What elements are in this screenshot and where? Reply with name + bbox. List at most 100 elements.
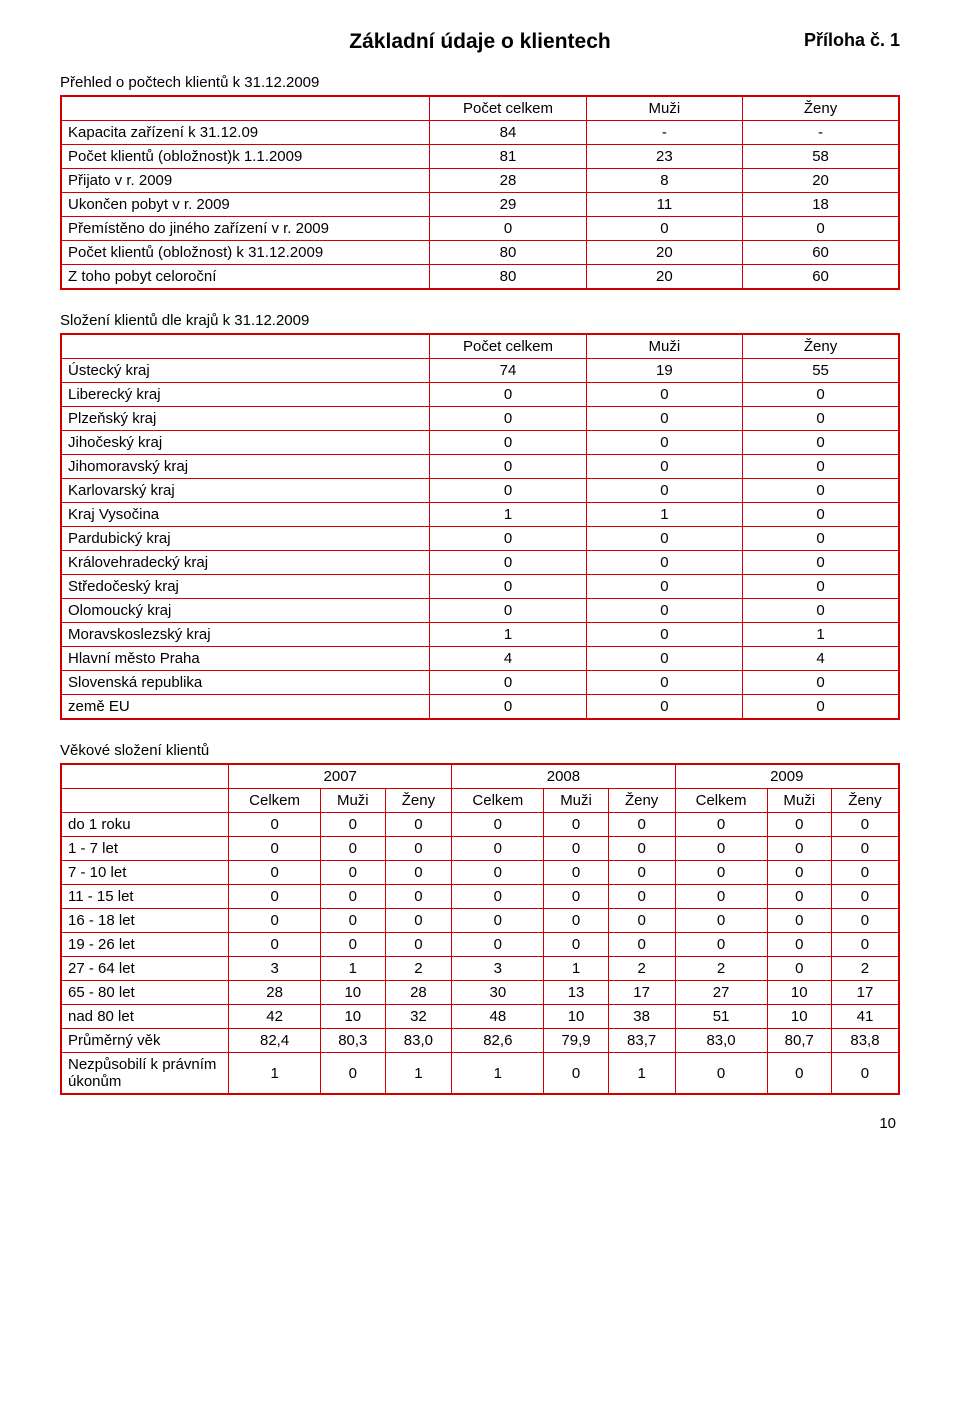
cell-value: 0	[767, 957, 831, 981]
cell-value: 0	[430, 527, 586, 551]
cell-value: 0	[586, 455, 742, 479]
cell-value: 2	[675, 957, 767, 981]
row-label: Pardubický kraj	[61, 527, 430, 551]
table-row: 27 - 64 let312312202	[61, 957, 899, 981]
cell-value: 0	[743, 671, 899, 695]
cell-value: 0	[767, 909, 831, 933]
cell-value: 0	[743, 599, 899, 623]
row-label: Průměrný věk	[61, 1029, 229, 1053]
cell-value: 0	[385, 813, 452, 837]
document-page: Základní údaje o klientech Příloha č. 1 …	[0, 0, 960, 1162]
cell-value: 0	[321, 861, 385, 885]
cell-value: 0	[675, 837, 767, 861]
row-label: Liberecký kraj	[61, 383, 430, 407]
table-row: 65 - 80 let281028301317271017	[61, 981, 899, 1005]
cell-value: 0	[430, 217, 586, 241]
cell-value: 0	[430, 383, 586, 407]
cell-value: 0	[586, 551, 742, 575]
cell-value: 0	[544, 813, 608, 837]
table-row: Počet klientů (obložnost) k 31.12.200980…	[61, 241, 899, 265]
cell-value: 0	[430, 695, 586, 720]
subcolumn-header: Ženy	[608, 789, 675, 813]
table-row: Slovenská republika000	[61, 671, 899, 695]
row-label: Počet klientů (obložnost)k 1.1.2009	[61, 145, 430, 169]
cell-value: 0	[586, 647, 742, 671]
year-header: 2009	[675, 764, 899, 789]
table-row: do 1 roku000000000	[61, 813, 899, 837]
cell-value: 2	[608, 957, 675, 981]
cell-value: 0	[586, 431, 742, 455]
cell-value: 0	[452, 885, 544, 909]
cell-value: 0	[743, 407, 899, 431]
section1-subhead: Přehled o počtech klientů k 31.12.2009	[60, 74, 900, 91]
table-row: Ukončen pobyt v r. 2009291118	[61, 193, 899, 217]
cell-value: 80	[430, 265, 586, 290]
row-label: Nezpůsobilí k právním úkonům	[61, 1053, 229, 1095]
row-label: Přijato v r. 2009	[61, 169, 430, 193]
cell-value: 1	[586, 503, 742, 527]
cell-value: 8	[586, 169, 742, 193]
cell-value: 0	[544, 909, 608, 933]
row-label: Slovenská republika	[61, 671, 430, 695]
cell-value: 0	[544, 1053, 608, 1095]
cell-value: 0	[586, 695, 742, 720]
cell-value: 32	[385, 1005, 452, 1029]
cell-value: 0	[743, 383, 899, 407]
table-column-header: Ženy	[743, 334, 899, 359]
row-label: 16 - 18 let	[61, 909, 229, 933]
row-label: nad 80 let	[61, 1005, 229, 1029]
overview-table: Počet celkemMužiŽenyKapacita zařízení k …	[60, 95, 900, 290]
annex-label: Příloha č. 1	[804, 30, 900, 51]
cell-value: 0	[586, 599, 742, 623]
cell-value: 11	[586, 193, 742, 217]
cell-value: 0	[430, 599, 586, 623]
subcolumn-header: Ženy	[385, 789, 452, 813]
cell-value: 0	[675, 933, 767, 957]
row-label: Karlovarský kraj	[61, 479, 430, 503]
cell-value: 84	[430, 121, 586, 145]
cell-value: 0	[831, 885, 899, 909]
cell-value: 48	[452, 1005, 544, 1029]
cell-value: 0	[229, 885, 321, 909]
cell-value: 13	[544, 981, 608, 1005]
cell-value: 10	[767, 1005, 831, 1029]
row-label: Plzeňský kraj	[61, 407, 430, 431]
row-label: Přemístěno do jiného zařízení v r. 2009	[61, 217, 430, 241]
row-label: země EU	[61, 695, 430, 720]
cell-value: 0	[743, 217, 899, 241]
cell-value: 0	[743, 575, 899, 599]
cell-value: 1	[385, 1053, 452, 1095]
row-label: 7 - 10 let	[61, 861, 229, 885]
subcolumn-header: Muži	[321, 789, 385, 813]
cell-value: 51	[675, 1005, 767, 1029]
row-label: Počet klientů (obložnost) k 31.12.2009	[61, 241, 430, 265]
table-row: Pardubický kraj000	[61, 527, 899, 551]
subcolumn-header: Celkem	[675, 789, 767, 813]
cell-value: 19	[586, 359, 742, 383]
table-row: 7 - 10 let000000000	[61, 861, 899, 885]
cell-value: 10	[767, 981, 831, 1005]
subcolumn-header: Ženy	[831, 789, 899, 813]
cell-value: 0	[229, 933, 321, 957]
cell-value: 2	[385, 957, 452, 981]
row-label: Kapacita zařízení k 31.12.09	[61, 121, 430, 145]
cell-value: 0	[743, 479, 899, 503]
cell-value: 3	[229, 957, 321, 981]
table-row: 11 - 15 let000000000	[61, 885, 899, 909]
cell-value: 0	[229, 813, 321, 837]
cell-value: 0	[229, 861, 321, 885]
cell-value: 2	[831, 957, 899, 981]
cell-value: 0	[586, 623, 742, 647]
cell-value: 0	[586, 575, 742, 599]
cell-value: 0	[608, 885, 675, 909]
cell-value: 0	[743, 455, 899, 479]
cell-value: 0	[831, 837, 899, 861]
cell-value: 0	[430, 575, 586, 599]
table-row: Olomoucký kraj000	[61, 599, 899, 623]
row-label: 27 - 64 let	[61, 957, 229, 981]
cell-value: 1	[544, 957, 608, 981]
table-header-blank	[61, 789, 229, 813]
cell-value: 0	[385, 933, 452, 957]
subcolumn-header: Celkem	[229, 789, 321, 813]
cell-value: 23	[586, 145, 742, 169]
